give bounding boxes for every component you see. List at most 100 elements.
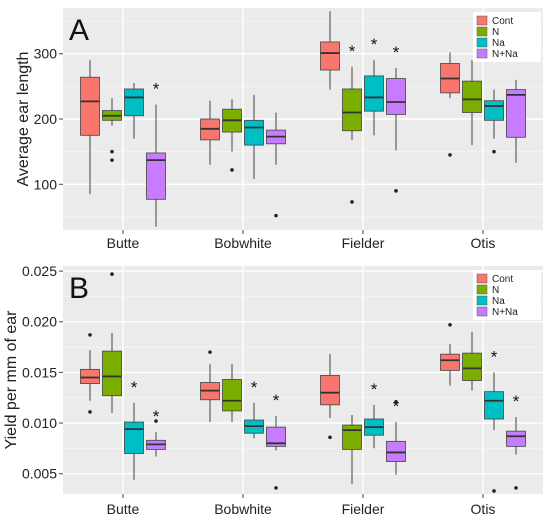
box xyxy=(342,424,362,450)
significance-marker: * xyxy=(393,397,400,416)
legend-label: Cont xyxy=(492,16,513,27)
boxplot xyxy=(244,402,264,439)
box xyxy=(506,89,526,138)
box xyxy=(462,80,482,113)
boxplot xyxy=(364,60,384,136)
legend-swatch xyxy=(476,295,488,306)
box xyxy=(386,440,406,462)
boxplot xyxy=(124,402,144,480)
outlier-point xyxy=(394,399,398,404)
outlier-point xyxy=(328,435,332,440)
boxplot xyxy=(102,272,122,413)
x-tick-label: Fielder xyxy=(342,235,385,251)
y-tick-label: 0.020 xyxy=(22,314,57,330)
legend-swatch xyxy=(476,37,488,48)
outlier-point xyxy=(350,200,354,204)
boxplot xyxy=(484,372,504,493)
y-axis-label: Yield per mm of ear xyxy=(3,310,20,450)
panel-b: 0.005 0.010 0.015 0.020 0.025 Butte Bobwhite Fi… xyxy=(3,263,543,517)
y-tick-label: 200 xyxy=(34,111,58,127)
legend-label: N+Na xyxy=(492,49,518,60)
boxplot xyxy=(266,415,286,490)
box xyxy=(266,426,286,447)
y-axis-label: Average ear length xyxy=(15,52,32,187)
box xyxy=(506,430,526,447)
significance-marker: * xyxy=(153,407,160,426)
legend-label: N xyxy=(492,285,499,296)
box xyxy=(222,379,242,412)
boxplot xyxy=(124,83,144,139)
significance-marker: * xyxy=(153,80,160,99)
outlier-point xyxy=(514,486,518,490)
boxplot xyxy=(320,11,340,90)
boxplot xyxy=(440,52,460,157)
boxplot xyxy=(506,79,526,163)
outlier-point xyxy=(448,153,452,157)
outlier-point xyxy=(88,333,92,337)
significance-marker: * xyxy=(131,378,138,397)
boxplot xyxy=(80,333,100,414)
panel-label: A xyxy=(69,14,89,47)
box xyxy=(80,368,100,384)
x-tick-label: Fielder xyxy=(342,501,385,517)
panel-a: 100 200 300 Butte Bobwhite Fielder Otis Average… xyxy=(15,8,543,251)
legend-swatch xyxy=(476,48,488,59)
boxplot xyxy=(342,414,362,484)
boxplot xyxy=(222,99,242,172)
box xyxy=(342,88,362,132)
significance-marker: * xyxy=(371,35,378,54)
y-tick-label: 0.010 xyxy=(22,415,57,431)
box xyxy=(320,41,340,71)
boxplot xyxy=(484,89,504,154)
x-tick-label: Butte xyxy=(107,235,140,251)
boxplot xyxy=(146,419,166,457)
boxplot xyxy=(146,104,166,227)
y-tick-label: 0.005 xyxy=(22,466,57,482)
x-tick-label: Bobwhite xyxy=(214,235,272,251)
boxplot xyxy=(320,354,340,440)
box xyxy=(124,421,144,454)
legend-swatch xyxy=(476,284,488,295)
boxplot xyxy=(506,416,526,490)
x-tick-label: Bobwhite xyxy=(214,501,272,517)
box xyxy=(440,353,460,371)
legend-label: N+Na xyxy=(492,307,518,318)
boxplot xyxy=(462,60,482,146)
boxplot xyxy=(200,100,220,165)
outlier-point xyxy=(208,350,212,354)
significance-marker: * xyxy=(349,42,356,61)
legend-label: Na xyxy=(492,296,505,307)
outlier-point xyxy=(110,149,114,154)
significance-marker: * xyxy=(273,391,280,410)
legend-label: Na xyxy=(492,38,505,49)
box xyxy=(102,350,122,397)
box xyxy=(244,119,264,146)
box xyxy=(146,152,166,200)
outlier-point xyxy=(154,419,158,423)
legend-swatch xyxy=(476,26,488,37)
boxplot xyxy=(386,68,406,193)
outlier-point xyxy=(110,272,114,276)
legend-swatch xyxy=(476,273,488,284)
box xyxy=(80,76,100,136)
x-tick-label: Otis xyxy=(471,235,496,251)
box xyxy=(386,78,406,115)
boxplot xyxy=(102,98,122,162)
outlier-point xyxy=(448,322,452,327)
outlier-point xyxy=(492,489,496,493)
outlier-point xyxy=(394,189,398,193)
outlier-point xyxy=(274,486,278,490)
boxplot xyxy=(342,66,362,204)
boxplot xyxy=(80,60,100,195)
outlier-point xyxy=(274,213,278,218)
significance-marker: * xyxy=(491,347,498,366)
boxplot xyxy=(386,399,406,475)
box xyxy=(320,375,340,406)
y-tick-label: 0.025 xyxy=(22,263,57,279)
significance-marker: * xyxy=(393,43,400,62)
outlier-point xyxy=(492,149,496,154)
boxplot xyxy=(200,350,220,423)
